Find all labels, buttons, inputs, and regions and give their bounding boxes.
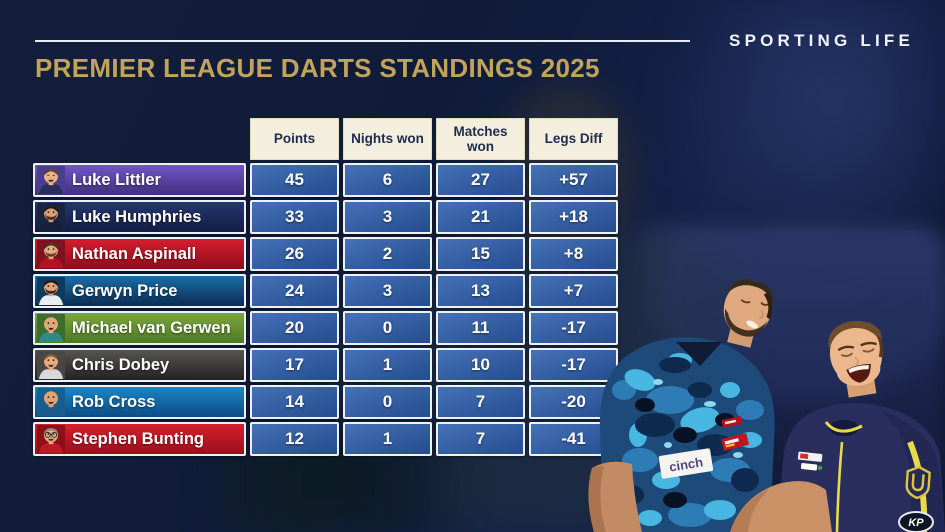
stat-points: 20 [250,311,339,345]
collar [676,342,722,366]
standings-grid: Points Nights won Matches won Legs Diff … [33,118,618,456]
stat-matches-won: 10 [436,348,525,382]
player-row-name: Rob Cross [33,385,246,419]
cinch-patch: cinch [658,448,714,479]
stat-legs-diff: -17 [529,348,618,382]
player-row-name: Luke Humphries [33,200,246,234]
cinch-patch-text: cinch [668,454,704,474]
kp-badge: KP [898,511,934,532]
player-photo-icon [37,240,65,268]
column-header-nights-won: Nights won [343,118,432,160]
stat-points: 26 [250,237,339,271]
stat-nights-won: 0 [343,311,432,345]
stat-legs-diff: +7 [529,274,618,308]
forearm-shadow [730,488,770,532]
crossing-forearm [730,481,832,532]
stat-nights-won: 3 [343,274,432,308]
player-row-name: Gerwyn Price [33,274,246,308]
shield-logo-icon [905,465,931,500]
red-sponsor-patch [721,433,749,451]
stat-nights-won: 2 [343,237,432,271]
header-spacer [33,118,246,160]
brand-logo: SPORTING LIFE [729,31,914,50]
column-header-legs-diff: Legs Diff [529,118,618,160]
player-photo-icon [37,314,65,342]
stat-matches-won: 11 [436,311,525,345]
stat-points: 12 [250,422,339,456]
player-photo-icon [37,203,65,231]
stat-points: 14 [250,385,339,419]
player-littler-head [828,320,884,398]
player-row-name: Michael van Gerwen [33,311,246,345]
player-name: Luke Humphries [72,207,202,226]
chest-sponsor-patches [797,451,823,471]
player-name: Chris Dobey [72,355,170,374]
stat-nights-won: 6 [343,163,432,197]
players-photo: KP [588,230,945,532]
player-humphries-head [723,279,774,348]
stat-matches-won: 13 [436,274,525,308]
stat-nights-won: 0 [343,385,432,419]
player-name: Nathan Aspinall [72,244,197,263]
player-row-name: Nathan Aspinall [33,237,246,271]
stat-legs-diff: +8 [529,237,618,271]
stat-matches-won: 21 [436,200,525,234]
small-sponsor-patch [721,416,743,428]
stat-legs-diff: +57 [529,163,618,197]
player-name: Gerwyn Price [72,281,178,300]
stat-nights-won: 1 [343,348,432,382]
player-photo-icon [37,166,65,194]
stat-legs-diff: -17 [529,311,618,345]
player-photo-icon [37,425,65,453]
player-photo-icon [37,388,65,416]
player-name: Stephen Bunting [72,429,204,448]
player-row-name: Chris Dobey [33,348,246,382]
stat-matches-won: 15 [436,237,525,271]
kp-badge-text: KP [908,517,924,529]
player-humphries-shirt: cinch [599,337,775,532]
stat-points: 45 [250,163,339,197]
player-photo-icon [37,351,65,379]
stat-matches-won: 27 [436,163,525,197]
player-row-name: Stephen Bunting [33,422,246,456]
stat-matches-won: 7 [436,422,525,456]
column-header-points: Points [250,118,339,160]
stat-points: 17 [250,348,339,382]
header-divider-line [35,40,690,42]
player-name: Luke Littler [72,170,161,189]
stat-nights-won: 3 [343,200,432,234]
stat-points: 33 [250,200,339,234]
player-photo-icon [37,277,65,305]
column-header-matches-won: Matches won [436,118,525,160]
player-name: Rob Cross [72,392,156,411]
stat-legs-diff: +18 [529,200,618,234]
player-row-name: Luke Littler [33,163,246,197]
page-title: PREMIER LEAGUE DARTS STANDINGS 2025 [35,53,600,83]
stat-points: 24 [250,274,339,308]
stat-matches-won: 7 [436,385,525,419]
humphries-arm [588,461,642,532]
player-name: Michael van Gerwen [72,318,231,337]
stat-nights-won: 1 [343,422,432,456]
